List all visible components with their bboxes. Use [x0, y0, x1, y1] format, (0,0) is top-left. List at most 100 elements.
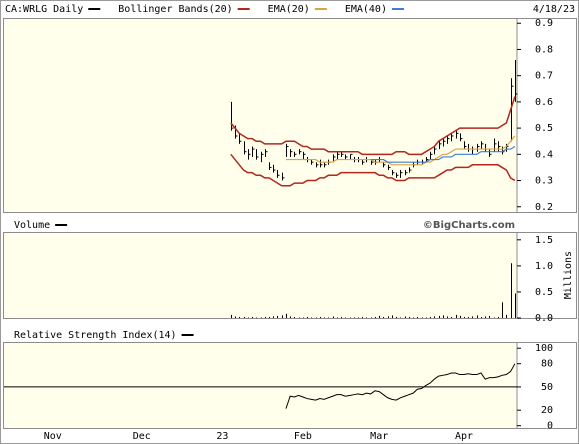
volume-bar [244, 316, 245, 318]
volume-bar [350, 317, 351, 318]
x-tick-label: Dec [133, 431, 151, 442]
y-tick-label: 1.5 [535, 235, 553, 246]
volume-bar [443, 315, 444, 318]
volume-bar [434, 316, 435, 318]
y-tick-label: 0.5 [535, 287, 553, 298]
y-tick-label: 0 [547, 421, 553, 432]
volume-bar [358, 317, 359, 318]
price-plot [3, 18, 518, 213]
y-tick-label: 50 [541, 382, 553, 393]
y-tick-label: 1.0 [535, 261, 553, 272]
y-tick-label: 100 [535, 343, 553, 354]
volume-bar [405, 316, 406, 318]
y-tick-label: 0.8 [535, 44, 553, 55]
volume-bar [333, 316, 334, 318]
volume-bar [277, 315, 278, 318]
y-tick-label: 0.6 [535, 97, 553, 108]
ema-line [370, 145, 516, 163]
rsi-line [285, 363, 516, 409]
volume-bar [375, 316, 376, 318]
volume-bar [286, 313, 287, 318]
volume-bar [239, 316, 240, 318]
volume-bar [472, 316, 473, 318]
volume-bar [413, 317, 414, 318]
volume-bar [294, 316, 295, 318]
x-tick-label: 23 [216, 431, 228, 442]
volume-bar [366, 317, 367, 318]
volume-bar [388, 316, 389, 318]
y-tick-label: 0.2 [535, 202, 553, 213]
watermark: ©BigCharts.com [423, 220, 515, 231]
volume-bar [485, 316, 486, 318]
y-tick-label: 20 [541, 405, 553, 416]
volume-bar [252, 316, 253, 318]
volume-bar [422, 317, 423, 318]
volume-bar [430, 316, 431, 318]
volume-bar [362, 316, 363, 318]
volume-bar [324, 317, 325, 318]
volume-bar [235, 316, 236, 318]
volume-bar [265, 316, 266, 318]
volume-bar [506, 314, 507, 318]
volume-bar [456, 314, 457, 318]
volume-bar [261, 317, 262, 318]
volume-bar [273, 316, 274, 318]
volume-bar [231, 314, 232, 318]
x-tick-label: Apr [455, 431, 473, 442]
volume-bar [502, 302, 503, 318]
volume-bar [481, 316, 482, 318]
band-lower [230, 153, 516, 187]
volume-bar [396, 316, 397, 318]
volume-bar [400, 317, 401, 318]
volume-bar [345, 317, 346, 318]
y-tick-label: 80 [541, 359, 553, 370]
volume-bar [468, 316, 469, 318]
volume-bar [511, 263, 512, 318]
y-tick-label: 0.5 [535, 123, 553, 134]
volume-bar [282, 315, 283, 318]
panel-title: Relative Strength Index(14) [14, 330, 177, 341]
volume-bar [460, 315, 461, 318]
volume-bar [426, 317, 427, 318]
volume-bar [371, 317, 372, 318]
volume-bar [451, 316, 452, 318]
panel-title: Volume [14, 220, 50, 231]
x-tick-label: Feb [294, 431, 312, 442]
legend-label: Bollinger Bands(20) [118, 4, 232, 15]
volume-bar [417, 316, 418, 318]
legend-label: EMA(20) [268, 4, 310, 15]
volume-bar [290, 316, 291, 318]
band-upper [230, 96, 516, 156]
volume-bar [379, 315, 380, 318]
legend-label: CA:WRLG Daily [5, 4, 83, 15]
volume-bar [464, 316, 465, 318]
volume-bar [392, 315, 393, 318]
y-tick-label: 0.7 [535, 71, 553, 82]
volume-bar [269, 316, 270, 318]
volume-bar [299, 317, 300, 318]
volume-bar [489, 315, 490, 318]
rsi-plot [3, 342, 518, 429]
volume-bar [439, 315, 440, 318]
legend-label: EMA(40) [345, 4, 387, 15]
y-tick-label: 0.0 [535, 313, 553, 324]
volume-bar [303, 317, 304, 318]
volume-bar [256, 317, 257, 318]
volume-bar [316, 317, 317, 318]
volume-bar [498, 316, 499, 318]
y-axis-label: Millions [563, 251, 574, 299]
volume-bar [320, 316, 321, 318]
volume-bar [383, 316, 384, 318]
volume-bar [341, 316, 342, 318]
volume-bar [307, 316, 308, 318]
volume-bar [409, 316, 410, 318]
volume-bar [337, 317, 338, 318]
volume-bar [311, 317, 312, 318]
volume-bar [354, 317, 355, 318]
volume-bar [494, 317, 495, 318]
date: 4/18/23 [533, 4, 575, 15]
y-tick-label: 0.9 [535, 18, 553, 29]
x-tick-label: Nov [44, 431, 62, 442]
volume-bar [515, 293, 516, 318]
